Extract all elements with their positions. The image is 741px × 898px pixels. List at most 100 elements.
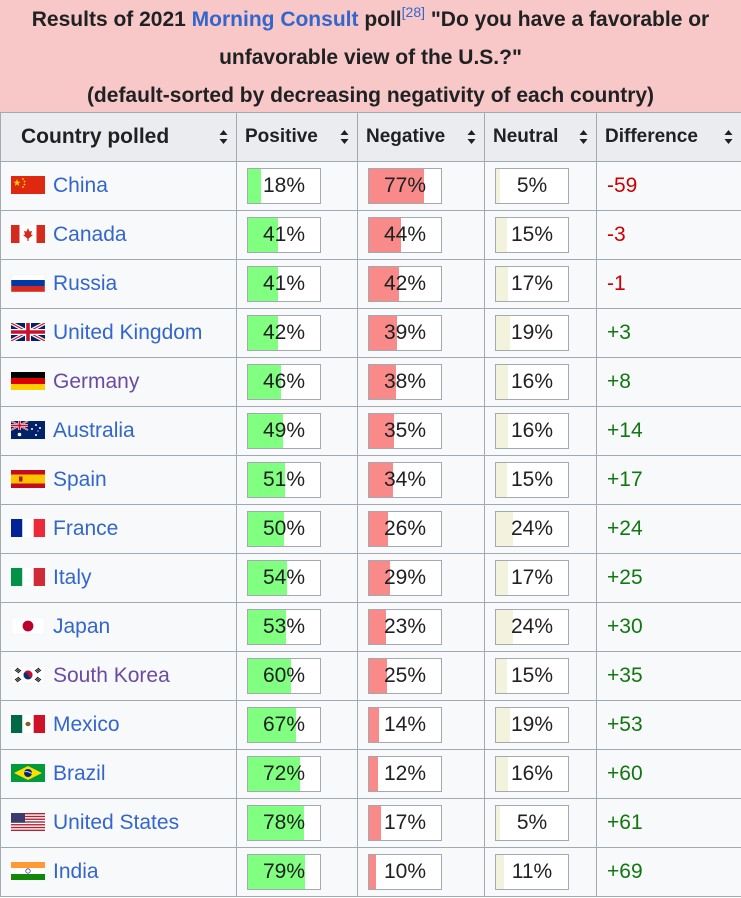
country-link[interactable]: China — [53, 174, 108, 197]
negative-bar: 26% — [368, 511, 442, 547]
country-cell: France — [0, 504, 237, 554]
sort-icon[interactable] — [219, 129, 228, 145]
country-link[interactable]: Mexico — [53, 713, 120, 736]
brazil-flag-icon[interactable] — [11, 764, 45, 782]
difference-value: +53 — [596, 700, 741, 750]
difference-value: -3 — [596, 210, 741, 260]
negative-bar-fill — [369, 463, 394, 497]
negative-percent: 38% — [383, 370, 427, 393]
negative-percent: 12% — [383, 762, 427, 785]
positive-cell: 54% — [236, 553, 358, 603]
china-flag-icon[interactable] — [11, 176, 45, 194]
caption-prefix: Results of 2021 — [31, 8, 192, 31]
header-label: Difference — [605, 126, 698, 147]
morning-consult-link[interactable]: Morning Consult — [191, 8, 359, 31]
negative-bar-fill — [369, 757, 378, 791]
negative-percent: 77% — [383, 174, 427, 197]
country-link[interactable]: United Kingdom — [53, 321, 203, 344]
mexico-flag-icon[interactable] — [11, 715, 45, 733]
neutral-bar-fill — [496, 757, 508, 791]
sort-icon[interactable] — [579, 129, 588, 145]
france-flag-icon[interactable] — [11, 519, 45, 537]
neutral-bar-fill — [496, 561, 509, 595]
header-neutral[interactable]: Neutral — [484, 112, 597, 162]
positive-bar: 54% — [247, 560, 321, 596]
neutral-cell: 17% — [484, 259, 597, 309]
negative-cell: 10% — [357, 847, 485, 897]
header-country-polled[interactable]: Country polled — [0, 112, 237, 162]
neutral-percent: 15% — [510, 468, 554, 491]
canada-flag-icon[interactable] — [11, 225, 45, 243]
country-link[interactable]: India — [53, 860, 99, 883]
reference-28-link[interactable]: [28] — [401, 4, 426, 20]
neutral-cell: 19% — [484, 308, 597, 358]
japan-flag-icon[interactable] — [11, 617, 45, 635]
neutral-percent: 19% — [510, 321, 554, 344]
table-row: Russia 41% 42% 17% -1 — [0, 259, 741, 309]
neutral-bar: 11% — [495, 854, 569, 890]
country-link[interactable]: United States — [53, 811, 180, 834]
neutral-bar: 16% — [495, 364, 569, 400]
positive-bar-fill — [248, 169, 261, 203]
australia-flag-icon[interactable] — [11, 421, 45, 439]
south-korea-flag-icon[interactable] — [11, 666, 45, 684]
negative-bar: 35% — [368, 413, 442, 449]
neutral-bar: 5% — [495, 168, 569, 204]
sort-icon[interactable] — [340, 129, 349, 145]
uk-flag-icon[interactable] — [11, 323, 45, 341]
country-link[interactable]: France — [53, 517, 119, 540]
sort-icon[interactable] — [724, 129, 733, 145]
sort-icon[interactable] — [467, 129, 476, 145]
negative-bar: 77% — [368, 168, 442, 204]
country-link[interactable]: South Korea — [53, 664, 170, 687]
header-positive[interactable]: Positive — [236, 112, 358, 162]
negative-bar: 39% — [368, 315, 442, 351]
table-header-row: Country polled Positive Negative Neutral… — [0, 112, 741, 162]
negative-cell: 42% — [357, 259, 485, 309]
header-label: Neutral — [493, 126, 559, 147]
negative-percent: 10% — [383, 860, 427, 883]
country-cell: Italy — [0, 553, 237, 603]
negative-bar-fill — [369, 855, 377, 889]
neutral-cell: 15% — [484, 210, 597, 260]
usa-flag-icon[interactable] — [11, 813, 45, 831]
spain-flag-icon[interactable] — [11, 470, 45, 488]
country-link[interactable]: Spain — [53, 468, 107, 491]
negative-bar-fill — [369, 561, 390, 595]
country-link[interactable]: Germany — [53, 370, 140, 393]
india-flag-icon[interactable] — [11, 862, 45, 880]
neutral-bar: 24% — [495, 609, 569, 645]
country-link[interactable]: Russia — [53, 272, 118, 295]
header-negative[interactable]: Negative — [357, 112, 485, 162]
positive-bar-fill — [248, 806, 305, 840]
positive-bar-fill — [248, 365, 282, 399]
positive-bar-fill — [248, 463, 285, 497]
neutral-cell: 5% — [484, 161, 597, 211]
country-link[interactable]: Brazil — [53, 762, 106, 785]
caption-question: "Do you have a favorable or unfavorable … — [219, 8, 710, 69]
positive-cell: 67% — [236, 700, 358, 750]
header-difference[interactable]: Difference — [596, 112, 741, 162]
header-label: Positive — [245, 126, 318, 147]
russia-flag-icon[interactable] — [11, 274, 45, 292]
positive-cell: 79% — [236, 847, 358, 897]
difference-value: +14 — [596, 406, 741, 456]
country-link[interactable]: Australia — [53, 419, 135, 442]
positive-bar-fill — [248, 218, 278, 252]
neutral-bar: 5% — [495, 805, 569, 841]
difference-value: -59 — [596, 161, 741, 211]
neutral-percent: 5% — [516, 174, 548, 197]
germany-flag-icon[interactable] — [11, 372, 45, 390]
country-cell: Spain — [0, 455, 237, 505]
country-link[interactable]: Japan — [53, 615, 111, 638]
italy-flag-icon[interactable] — [11, 568, 45, 586]
positive-cell: 49% — [236, 406, 358, 456]
positive-bar-fill — [248, 708, 297, 742]
negative-bar-fill — [369, 708, 380, 742]
country-link[interactable]: Italy — [53, 566, 92, 589]
table-row: United Kingdom 42% 39% 19% +3 — [0, 308, 741, 358]
country-link[interactable]: Canada — [53, 223, 127, 246]
difference-value: +17 — [596, 455, 741, 505]
negative-cell: 14% — [357, 700, 485, 750]
positive-bar: 78% — [247, 805, 321, 841]
